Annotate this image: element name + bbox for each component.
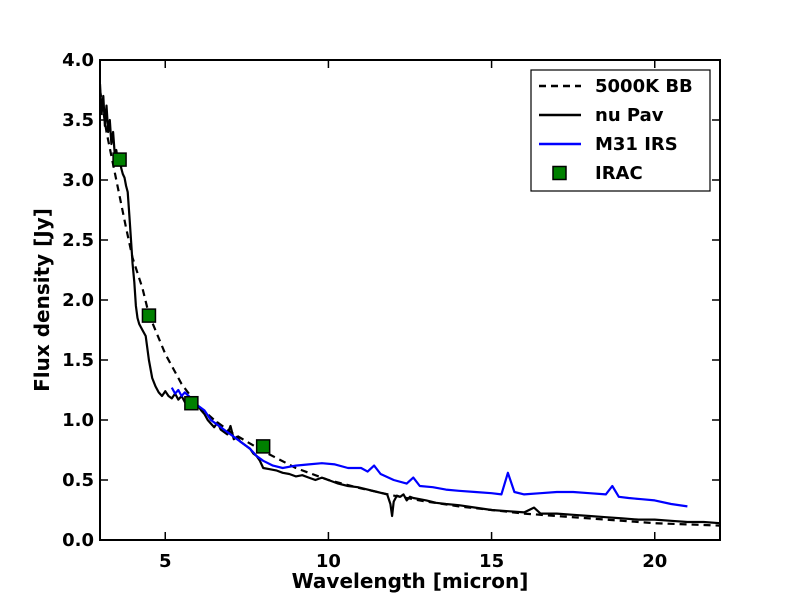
x-axis-label: Wavelength [micron]: [292, 569, 529, 593]
legend-label-irac: IRAC: [595, 163, 643, 184]
ticks-layer: 5 10 15 20 0.0 0.5 1.0 1.5 2.0 2.5 3.0 3.5 4.0: [62, 50, 720, 572]
y-axis-label: Flux density [Jy]: [30, 208, 54, 392]
irac-point: [112, 152, 127, 167]
x-tick-label: 20: [642, 551, 667, 572]
marker-layer: [112, 152, 271, 454]
y-tick-label: 0.0: [62, 530, 94, 551]
y-tick-label: 2.0: [62, 290, 94, 311]
y-tick-label: 1.5: [62, 350, 94, 371]
legend-swatch-irac: [552, 165, 567, 181]
y-tick-label: 1.0: [62, 410, 94, 431]
y-tick-label: 4.0: [62, 50, 94, 71]
series-layer: [100, 83, 720, 527]
m31-irs-series-line: [170, 387, 688, 508]
legend: 5000K BB nu Pav M31 IRS IRAC: [530, 69, 711, 192]
x-tick-label: 10: [316, 551, 341, 572]
5000k-bb-series-line: [100, 89, 720, 527]
irac-point: [184, 395, 199, 411]
irac-point: [141, 308, 157, 323]
x-tick-label: 5: [159, 551, 172, 572]
y-tick-label: 2.5: [62, 230, 94, 251]
legend-label-5000k-bb: 5000K BB: [595, 76, 693, 97]
irac-point: [255, 439, 271, 454]
y-tick-label: 3.0: [62, 170, 94, 191]
y-tick-label: 3.5: [62, 110, 94, 131]
x-tick-label: 15: [479, 551, 504, 572]
y-tick-label: 0.5: [62, 470, 94, 491]
legend-label-m31-irs: M31 IRS: [595, 134, 678, 155]
legend-label-nu-pav: nu Pav: [595, 105, 664, 126]
